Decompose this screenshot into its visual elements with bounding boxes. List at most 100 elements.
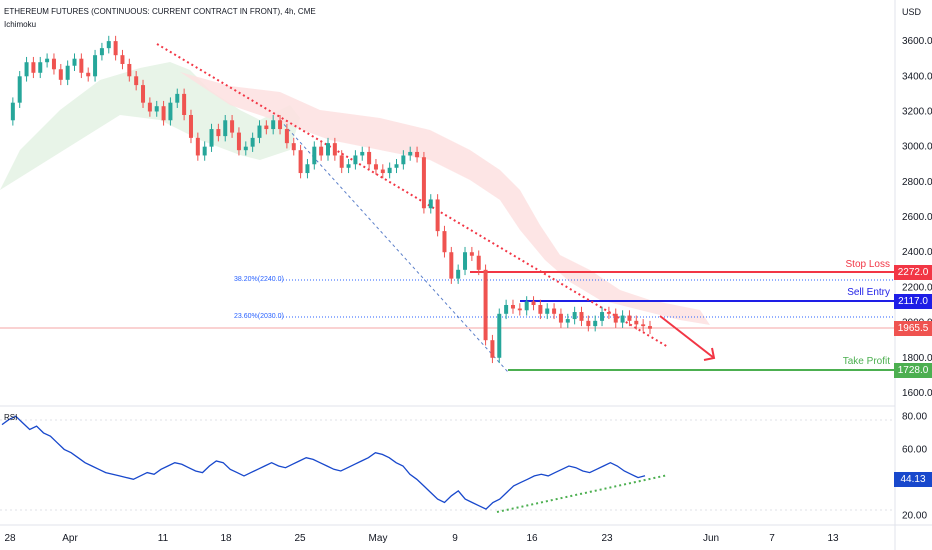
candle-body <box>17 76 22 103</box>
candle-body <box>312 146 317 165</box>
take-profit-price-tag: 1728.0 <box>894 363 932 378</box>
price-axis-tick: 2200.0 <box>902 282 932 293</box>
rsi-axis-tick: 80.00 <box>902 411 927 422</box>
currency-label: USD <box>902 7 922 17</box>
candle-body <box>113 41 118 56</box>
candle-body <box>182 93 187 115</box>
time-axis[interactable]: 28 Apr 11 18 25 May 9 16 23 Jun 7 13 <box>4 533 839 544</box>
time-axis-tick: 16 <box>526 533 538 544</box>
candle-body <box>65 65 70 80</box>
price-axis-tick: 2600.0 <box>902 212 932 223</box>
time-axis-tick: Jun <box>703 533 719 544</box>
candle-body <box>586 320 591 327</box>
price-axis-tick: 3600.0 <box>902 36 932 47</box>
candle-body <box>469 252 474 256</box>
candle-body <box>552 308 557 314</box>
price-axis-tick: 1800.0 <box>902 353 932 364</box>
sell-entry-price-tag: 2117.0 <box>894 294 932 309</box>
candle-body <box>250 137 255 147</box>
price-axis-tick: 3000.0 <box>902 142 932 153</box>
candle-body <box>106 41 111 49</box>
price-axis-tick: 1600.0 <box>902 388 932 399</box>
candle-body <box>93 55 98 77</box>
candle-body <box>58 69 63 80</box>
candle-body <box>627 315 632 321</box>
candle-body <box>79 58 84 73</box>
projection-arrow[interactable] <box>659 315 715 359</box>
candle-body <box>524 301 529 311</box>
price-axis[interactable]: 3600.0 3400.0 3200.0 3000.0 2800.0 2600.0 2400… <box>902 36 932 399</box>
candle-body <box>545 308 550 314</box>
price-axis-tick: 3200.0 <box>902 106 932 117</box>
candle-body <box>284 129 289 144</box>
candlestick-series <box>10 35 652 364</box>
candle-body <box>243 146 248 151</box>
rsi-pane-label[interactable]: RSI <box>4 413 18 422</box>
candle-body <box>483 269 488 341</box>
time-axis-tick: 28 <box>4 533 16 544</box>
time-axis-tick: 25 <box>294 533 306 544</box>
fib-anchor-line[interactable] <box>279 119 509 373</box>
candle-body <box>298 150 303 174</box>
rsi-axis-tick: 60.00 <box>902 444 927 455</box>
chart-title: ETHEREUM FUTURES (CONTINUOUS: CURRENT CO… <box>4 7 316 16</box>
candle-body <box>517 308 522 311</box>
candle-body <box>86 72 91 77</box>
time-axis-tick: 9 <box>452 533 458 544</box>
candle-body <box>175 93 180 103</box>
candle-body <box>31 62 36 73</box>
candle-body <box>463 252 468 270</box>
candle-body <box>147 102 152 112</box>
candle-body <box>305 164 310 174</box>
candle-body <box>257 125 262 138</box>
sell-entry-label: Sell Entry <box>847 287 890 298</box>
fib-236-label: 23.60%(2030.0) <box>234 313 284 320</box>
candle-body <box>394 164 399 168</box>
indicator-label[interactable]: Ichimoku <box>4 20 37 29</box>
candle-body <box>195 137 200 156</box>
candle-body <box>202 146 207 156</box>
take-profit-label: Take Profit <box>842 356 890 367</box>
price-axis-tick: 2800.0 <box>902 177 932 188</box>
candle-body <box>401 155 406 165</box>
candle-body <box>271 120 276 130</box>
candle-body <box>497 313 502 358</box>
candle-body <box>415 151 420 158</box>
candle-body <box>538 305 543 314</box>
candle-body <box>504 305 509 314</box>
candle-body <box>127 63 132 77</box>
candle-body <box>408 151 413 156</box>
descending-trendline[interactable] <box>156 43 669 348</box>
projection-arrow-head <box>703 347 716 361</box>
candle-body <box>490 340 495 358</box>
candle-body <box>600 312 605 321</box>
candle-body <box>648 326 652 329</box>
stop-loss-price-tag: 2272.0 <box>894 265 932 280</box>
candle-body <box>264 125 269 130</box>
rsi-axis-tick: 20.00 <box>902 511 927 522</box>
candle-body <box>442 231 447 253</box>
ichimoku-cloud-bearish <box>180 72 710 325</box>
time-axis-tick: 18 <box>220 533 232 544</box>
candle-body <box>24 62 29 77</box>
candle-body <box>456 269 461 279</box>
candle-body <box>168 102 173 121</box>
rsi-support-trendline[interactable] <box>496 474 669 513</box>
candle-body <box>134 76 139 86</box>
candle-body <box>291 143 296 151</box>
candle-body <box>120 55 125 64</box>
candle-body <box>51 58 56 70</box>
candle-body <box>510 305 515 309</box>
candle-body <box>10 102 15 121</box>
candle-body <box>435 199 440 232</box>
candle-body <box>319 146 324 156</box>
price-axis-tick: 2400.0 <box>902 247 932 258</box>
time-axis-tick: 13 <box>827 533 839 544</box>
candle-body <box>223 120 228 137</box>
time-axis-tick: 7 <box>769 533 775 544</box>
candle-body <box>45 58 50 63</box>
candle-body <box>360 151 365 156</box>
